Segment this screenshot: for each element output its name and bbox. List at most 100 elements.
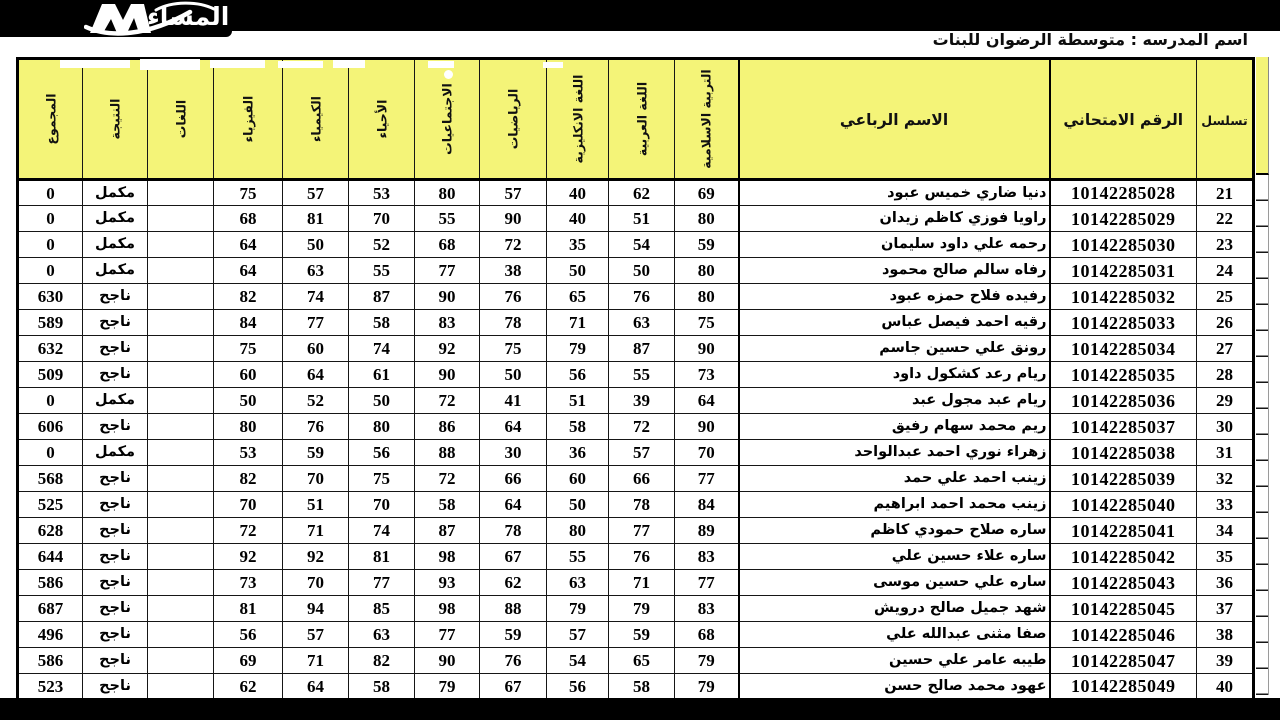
cell-arabic: 79 [608,595,675,622]
cell-biology: 58 [348,673,415,700]
cell-exam_no: 10142285029 [1049,205,1197,232]
cell-chemistry: 52 [282,387,349,414]
watermark-fragment [0,42,9,72]
cell-arabic: 51 [608,205,675,232]
cell-result: مكمل [82,257,148,284]
cell-name: شهد جميل صالح درويش [737,595,1051,622]
cell-social: 55 [414,205,480,232]
cell-english: 55 [546,543,609,570]
bottom-black-bar [0,698,1280,720]
cell-biology: 70 [348,491,415,518]
cell-math: 30 [479,439,547,466]
table-row: 27 10142285034 رونق علي حسين جاسم 90 87 79 75 9… [17,335,1254,362]
header-label-result: النتيجة [107,98,123,140]
watermark-fragment [543,62,563,68]
cell-islamic: 79 [674,647,739,674]
cell-total: 644 [17,543,83,570]
cell-biology: 56 [348,439,415,466]
cell-name: راويا فوزي كاظم زيدان [737,205,1051,232]
cell-physics: 70 [213,491,283,518]
cell-arabic: 72 [608,413,675,440]
header-cell-total: المجموع [17,58,83,181]
header-label-arabic: اللغة العربية [634,81,649,157]
cell-total: 0 [17,205,83,232]
cell-exam_no: 10142285033 [1049,309,1197,336]
cell-arabic: 78 [608,491,675,518]
header-label-islamic: التربية الاسلامية [698,69,714,169]
cell-serial: 36 [1196,569,1254,596]
cell-arabic: 77 [608,517,675,544]
cell-islamic: 80 [674,283,739,310]
cell-serial: 24 [1196,257,1254,284]
table-row: 23 10142285030 رحمه علي داود سليمان 59 54 35 7… [17,231,1254,258]
cell-math: 64 [479,413,547,440]
cell-name: زهراء نوري احمد عبدالواحد [737,439,1051,466]
cell-physics: 75 [213,179,283,206]
cell-name: طيبه عامر علي حسين [737,647,1051,674]
cell-biology: 53 [348,179,415,206]
cell-math: 76 [479,647,547,674]
watermark-fragment [428,61,454,68]
cell-languages [147,179,214,206]
header-cell-result: النتيجة [82,58,148,181]
cell-islamic: 83 [674,595,739,622]
school-name-label: اسم المدرسه : متوسطة الرضوان للبنات [932,30,1248,49]
cell-total: 586 [17,647,83,674]
cell-math: 90 [479,205,547,232]
cell-biology: 74 [348,517,415,544]
cell-serial: 29 [1196,387,1254,414]
cell-languages [147,283,214,310]
table-row: 24 10142285031 رفاه سالم صالح محمود 80 50 50 3… [17,257,1254,284]
cell-english: 51 [546,387,609,414]
results-table: تسلسل الرقم الامتحاني الاسم الرباعي التربية… [16,57,1255,701]
cell-serial: 21 [1196,179,1254,206]
cell-arabic: 54 [608,231,675,258]
cell-exam_no: 10142285040 [1049,491,1197,518]
cell-physics: 69 [213,647,283,674]
cell-name: زينب محمد احمد ابراهيم [737,491,1051,518]
cell-name: ساره صلاح حمودي كاظم [737,517,1051,544]
cell-serial: 22 [1196,205,1254,232]
cell-english: 54 [546,647,609,674]
header-label-languages: اللغات [173,99,188,139]
sliver-body-rows [1256,175,1269,695]
cell-serial: 27 [1196,335,1254,362]
header-label-chemistry: الكيمياء [308,96,323,142]
cell-total: 589 [17,309,83,336]
cell-total: 0 [17,257,83,284]
cell-math: 75 [479,335,547,362]
cell-languages [147,465,214,492]
cell-result: ناجح [82,309,148,336]
cell-social: 92 [414,335,480,362]
cell-english: 65 [546,283,609,310]
cell-social: 87 [414,517,480,544]
cell-result: ناجح [82,621,148,648]
cell-languages [147,595,214,622]
cell-islamic: 73 [674,361,739,388]
cell-biology: 55 [348,257,415,284]
cell-chemistry: 92 [282,543,349,570]
cell-social: 98 [414,543,480,570]
cell-name: ريم محمد سهام رفيق [737,413,1051,440]
cell-total: 568 [17,465,83,492]
table-row: 25 10142285032 رفيده فلاح حمزه عبود 80 76 65 7… [17,283,1254,310]
cell-social: 90 [414,647,480,674]
cell-languages [147,439,214,466]
cell-biology: 82 [348,647,415,674]
cell-name: ساره علاء حسين علي [737,543,1051,570]
header-cell-arabic: اللغة العربية [608,58,675,181]
cell-chemistry: 60 [282,335,349,362]
watermark-fragment [210,60,265,68]
cell-chemistry: 81 [282,205,349,232]
cell-arabic: 63 [608,309,675,336]
header-cell-islamic: التربية الاسلامية [674,58,739,181]
cell-serial: 35 [1196,543,1254,570]
cell-name: رفيده فلاح حمزه عبود [737,283,1051,310]
cell-serial: 34 [1196,517,1254,544]
cell-languages [147,621,214,648]
cell-exam_no: 10142285031 [1049,257,1197,284]
cell-languages [147,569,214,596]
cell-exam_no: 10142285034 [1049,335,1197,362]
cell-islamic: 84 [674,491,739,518]
cell-languages [147,257,214,284]
